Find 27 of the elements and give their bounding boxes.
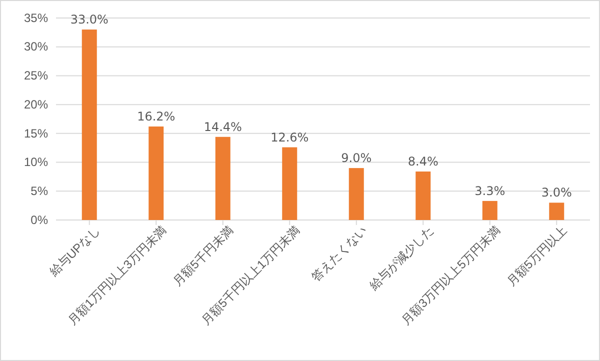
y-tick-label: 30% <box>24 40 48 54</box>
x-tick-label: 答えたくない <box>308 223 370 284</box>
x-tick-label: 給与UPなし <box>46 223 102 280</box>
bar <box>482 200 498 220</box>
data-label: 14.4% <box>204 120 242 134</box>
y-tick-label: 5% <box>30 184 48 198</box>
bar <box>549 202 564 220</box>
y-tick-label: 0% <box>30 212 48 227</box>
data-label: 9.0% <box>341 151 372 166</box>
data-label: 3.3% <box>474 184 506 198</box>
y-tick-label: 20% <box>24 97 48 112</box>
bar <box>348 168 364 220</box>
y-tick-label: 15% <box>24 126 48 140</box>
y-tick-label: 10% <box>24 155 48 170</box>
data-label: 3.0% <box>541 186 572 200</box>
bar <box>82 30 97 220</box>
bar <box>282 147 298 220</box>
bar <box>215 136 230 220</box>
x-tick-label: 月額5万円以上 <box>504 223 570 289</box>
y-tick-label: 25% <box>24 68 48 83</box>
data-label: 16.2% <box>137 110 176 124</box>
data-label: 8.4% <box>408 154 438 169</box>
bar <box>416 172 431 220</box>
data-label: 12.6% <box>270 130 309 144</box>
data-label: 33.0% <box>70 12 108 27</box>
bar <box>148 126 164 220</box>
y-tick-label: 35% <box>24 10 48 25</box>
